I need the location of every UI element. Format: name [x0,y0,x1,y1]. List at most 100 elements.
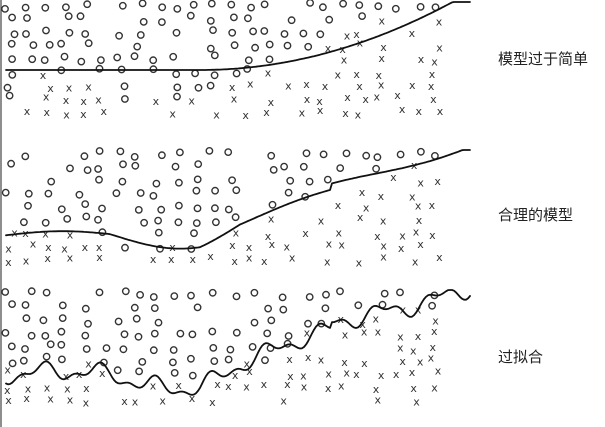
class-o-point [81,304,90,313]
class-o-point [58,355,66,364]
class-o-point [21,152,30,161]
class-o-point [302,149,311,158]
decision-boundary-underfit [5,1,471,71]
class-x-point: x [339,43,346,56]
class-x-point: x [378,190,385,203]
class-o-point [28,55,37,64]
class-o-point [95,175,103,184]
class-o-point [84,319,92,328]
class-x-point: x [83,382,90,395]
class-o-point [27,331,36,340]
class-x-point: x [356,80,363,93]
class-x-point: x [317,104,324,117]
class-x-point: x [428,80,435,93]
class-x-point: x [431,55,438,68]
class-x-point: x [341,356,348,369]
class-o-point [206,81,215,90]
class-o-point [250,318,259,327]
class-x-point: x [190,253,197,266]
class-o-point [168,358,177,367]
class-o-point [362,151,371,160]
class-x-point: x [353,368,360,381]
class-x-point: x [80,95,87,108]
class-x-point: x [63,108,70,121]
class-x-point: x [30,237,37,250]
class-o-point [152,179,161,188]
class-o-point [211,186,220,195]
class-o-point [44,189,53,198]
class-o-point [287,16,296,25]
class-o-point [208,327,217,336]
class-o-point [232,292,241,301]
class-x-point: x [359,318,366,331]
class-x-point: x [153,95,160,108]
class-x-point: x [417,355,424,368]
class-o-point [83,166,92,175]
class-o-point [42,26,50,35]
class-x-point: x [287,370,294,383]
class-o-point [188,371,197,380]
class-o-point [24,201,32,210]
class-x-point: x [431,381,438,394]
class-o-point [336,164,345,173]
class-x-point: x [378,369,385,382]
class-x-point: x [415,199,422,212]
class-x-point: x [261,378,268,391]
class-o-point [267,316,276,325]
class-o-point [138,0,147,8]
class-o-point [94,165,103,173]
class-x-point: x [269,238,276,251]
class-x-point: x [343,367,350,380]
class-o-point [82,212,91,221]
class-o-point [84,39,93,48]
class-o-point [284,188,293,197]
class-x-point: x [357,211,364,224]
class-o-point [354,301,363,310]
class-o-point [173,4,182,13]
class-x-point: x [85,357,92,370]
class-o-point [82,345,91,353]
class-o-point [244,56,253,65]
class-o-point [64,12,73,21]
class-x-point: x [61,243,68,256]
class-o-point [42,288,51,297]
class-o-point [263,329,272,338]
class-x-point: x [214,378,221,391]
class-o-point [60,52,69,61]
class-x-point: x [374,91,381,104]
class-x-point: x [375,325,382,338]
class-o-point [29,41,38,49]
class-x-point: x [380,41,387,54]
class-o-point [416,3,425,11]
class-x-point: x [24,105,31,118]
class-o-point [157,18,166,26]
class-o-point [154,216,163,225]
class-o-point [224,355,233,364]
class-o-point [192,186,201,195]
class-x-point: x [359,186,366,199]
class-o-point [342,149,351,158]
class-x-point: x [40,69,47,82]
class-x-point: x [353,68,360,81]
class-x-point: x [399,230,406,243]
class-o-point [120,82,129,91]
class-o-point [19,356,28,365]
class-o-point [284,332,293,340]
class-x-point: x [246,365,253,378]
class-o-point [269,165,278,174]
class-x-point: x [397,342,404,355]
class-o-point [243,14,252,23]
class-o-point [140,218,149,227]
class-o-point [157,205,166,214]
class-x-point: x [23,255,30,268]
class-o-point [8,71,17,79]
class-x-point: x [399,355,406,368]
class-o-point [224,205,233,214]
class-x-point: x [378,52,385,65]
class-x-point: x [169,107,176,120]
class-x-point: x [304,93,311,106]
class-o-point [41,331,50,340]
class-o-point [8,13,17,22]
class-o-point [1,288,10,296]
class-o-point [75,190,84,199]
